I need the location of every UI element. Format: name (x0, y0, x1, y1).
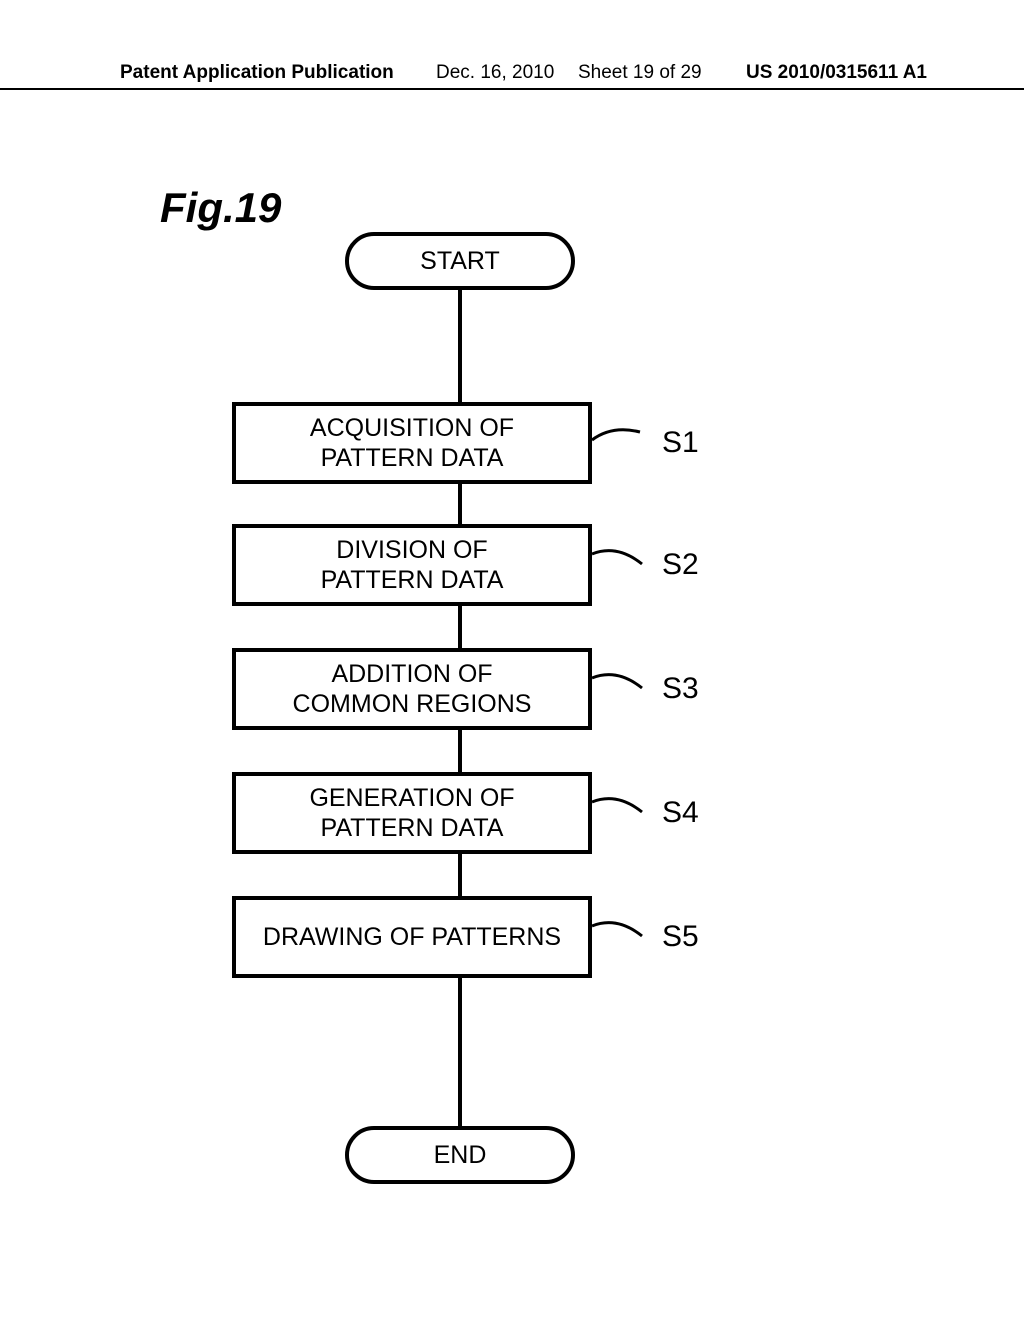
step-label-s3: S3 (662, 672, 699, 706)
start-text: START (420, 247, 500, 276)
connector-4 (458, 854, 462, 896)
flowchart-start: START (345, 232, 575, 290)
process-text-s2: DIVISION OFPATTERN DATA (321, 535, 504, 595)
step-label-s1: S1 (662, 426, 699, 460)
connector-1 (458, 484, 462, 524)
process-s1: ACQUISITION OFPATTERN DATA (232, 402, 592, 484)
header-rule (0, 88, 1024, 90)
flowchart: START ACQUISITION OFPATTERN DATA S1 DIVI… (232, 232, 792, 1184)
process-text-s5: DRAWING OF PATTERNS (263, 922, 561, 952)
step-row-1: ACQUISITION OFPATTERN DATA S1 (232, 402, 792, 484)
callout-s4 (592, 790, 652, 820)
connector-2 (458, 606, 462, 648)
connector-0 (458, 290, 462, 402)
step-label-s2: S2 (662, 548, 699, 582)
header-pub-type: Patent Application Publication (120, 62, 394, 84)
process-s5: DRAWING OF PATTERNS (232, 896, 592, 978)
process-text-s3: ADDITION OFCOMMON REGIONS (293, 659, 532, 719)
process-s3: ADDITION OFCOMMON REGIONS (232, 648, 592, 730)
callout-s1 (592, 420, 652, 450)
connector-3 (458, 730, 462, 772)
header-pub-number: US 2010/0315611 A1 (746, 62, 927, 84)
header-sheet: Sheet 19 of 29 (578, 62, 702, 84)
process-text-s4: GENERATION OFPATTERN DATA (309, 783, 514, 843)
step-row-3: ADDITION OFCOMMON REGIONS S3 (232, 648, 792, 730)
step-row-2: DIVISION OFPATTERN DATA S2 (232, 524, 792, 606)
callout-s3 (592, 666, 652, 696)
process-s2: DIVISION OFPATTERN DATA (232, 524, 592, 606)
flowchart-end: END (345, 1126, 575, 1184)
figure-label: Fig.19 (160, 184, 281, 232)
step-row-5: DRAWING OF PATTERNS S5 (232, 896, 792, 978)
header-date: Dec. 16, 2010 (436, 62, 554, 84)
callout-s2 (592, 542, 652, 572)
process-text-s1: ACQUISITION OFPATTERN DATA (310, 413, 514, 473)
connector-5 (458, 978, 462, 1126)
callout-s5 (592, 914, 652, 944)
step-label-s5: S5 (662, 920, 699, 954)
process-s4: GENERATION OFPATTERN DATA (232, 772, 592, 854)
end-text: END (434, 1141, 487, 1170)
step-row-4: GENERATION OFPATTERN DATA S4 (232, 772, 792, 854)
step-label-s4: S4 (662, 796, 699, 830)
